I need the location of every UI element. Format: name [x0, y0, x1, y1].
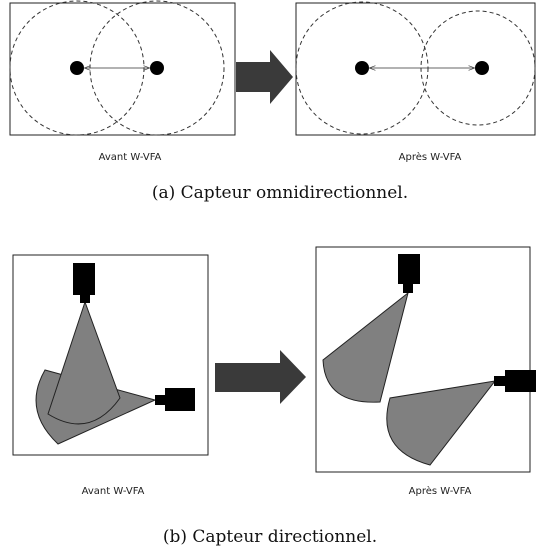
panel-b-after: [315, 246, 536, 473]
camera: [398, 254, 420, 284]
sensing-cone: [386, 380, 497, 466]
camera-lens: [403, 284, 413, 293]
frame: [12, 254, 209, 456]
transition-arrow: [215, 350, 306, 404]
camera: [505, 370, 536, 392]
frame: [295, 2, 536, 136]
sensor: [355, 61, 369, 75]
sensor: [70, 61, 84, 75]
caption: (a) Capteur omnidirectionnel.: [152, 183, 408, 203]
camera: [73, 263, 95, 295]
panel-b-before: [12, 254, 209, 456]
camera-lens: [80, 295, 90, 303]
caption: (b) Capteur directionnel.: [163, 527, 377, 547]
frame: [315, 246, 531, 473]
sensor: [150, 61, 164, 75]
sensor: [475, 61, 489, 75]
label: Avant W-VFA: [82, 486, 145, 497]
transition-arrow: [236, 50, 293, 104]
label: Avant W-VFA: [99, 152, 162, 163]
camera: [165, 388, 195, 411]
sensing-cone: [322, 291, 409, 403]
label: Après W-VFA: [399, 151, 462, 163]
sensing-cone: [47, 300, 121, 425]
frame: [9, 2, 236, 136]
panel-a-after: [295, 1, 536, 136]
camera-lens: [494, 376, 505, 386]
panel-a-before: [9, 0, 236, 136]
label: Après W-VFA: [409, 485, 472, 497]
camera-lens: [155, 395, 165, 405]
